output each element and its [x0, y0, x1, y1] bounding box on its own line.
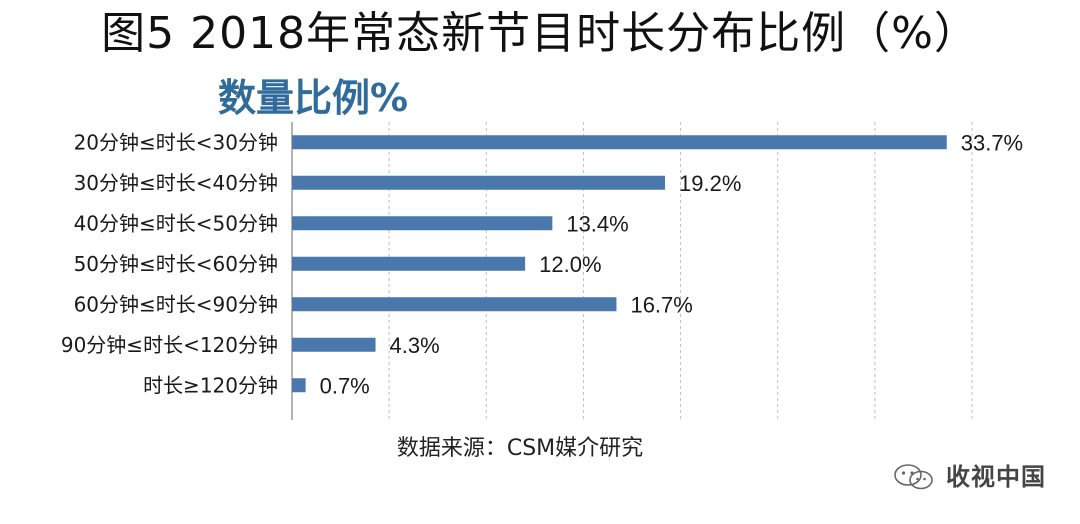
- bar: [292, 135, 947, 150]
- category-label: 50分钟≤时长<60分钟: [74, 252, 278, 276]
- category-label: 40分钟≤时长<50分钟: [74, 211, 278, 235]
- bar: [292, 378, 306, 393]
- bar: [292, 297, 617, 312]
- category-label: 20分钟≤时长<30分钟: [74, 130, 278, 154]
- category-label: 30分钟≤时长<40分钟: [74, 171, 278, 195]
- bar: [292, 216, 553, 231]
- value-label: 19.2%: [679, 171, 741, 196]
- chart-subtitle: 数量比例%: [218, 76, 409, 120]
- bar: [292, 337, 376, 352]
- value-label: 4.3%: [390, 333, 440, 358]
- watermark: 收视中国: [892, 462, 1046, 492]
- watermark-text: 收视中国: [946, 463, 1046, 491]
- category-label: 时长≥120分钟: [143, 373, 278, 397]
- grid-lines: [388, 122, 973, 420]
- chart-title: 图5 2018年常态新节目时长分布比例（%）: [101, 8, 979, 59]
- category-label: 60分钟≤时长<90分钟: [74, 292, 278, 316]
- value-label: 16.7%: [630, 292, 692, 317]
- value-label: 13.4%: [566, 211, 628, 236]
- bar: [292, 175, 666, 190]
- data-source-note: 数据来源：CSM媒介研究: [396, 436, 644, 461]
- wechat-logo-icon: [894, 464, 933, 490]
- value-label: 33.7%: [961, 130, 1023, 155]
- category-labels: 20分钟≤时长<30分钟 30分钟≤时长<40分钟 40分钟≤时长<50分钟 50分钟…: [61, 130, 278, 397]
- value-label: 0.7%: [320, 373, 370, 398]
- bar: [292, 256, 526, 271]
- category-label: 90分钟≤时长<120分钟: [61, 333, 278, 357]
- value-label: 12.0%: [539, 252, 601, 277]
- value-labels: 33.7% 19.2% 13.4% 12.0% 16.7% 4.3% 0.7%: [320, 130, 1024, 398]
- bars: [292, 135, 947, 393]
